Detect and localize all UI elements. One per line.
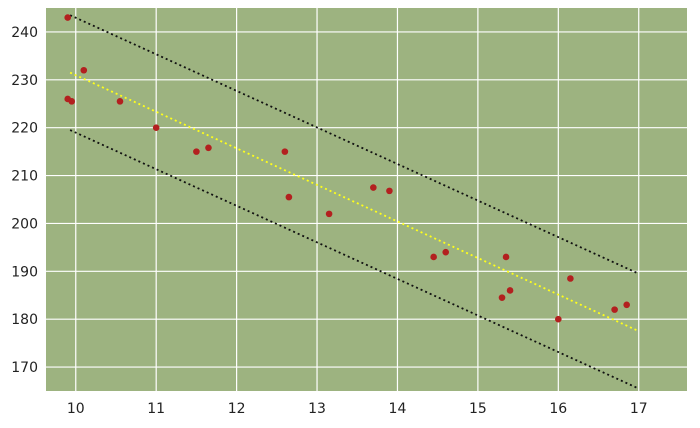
y-tick-label: 170 [11, 360, 38, 376]
upper-bound-line [69, 14, 640, 275]
y-tick-label: 230 [11, 73, 38, 89]
x-tick-label: 12 [228, 401, 246, 417]
plot-area [46, 8, 687, 391]
x-tick-label: 14 [389, 401, 407, 417]
data-point [325, 210, 333, 218]
x-tick-label: 15 [469, 401, 487, 417]
y-axis-ticks: 170 180 190 200 210 220 230 240 [11, 25, 38, 376]
fit-line [69, 71, 640, 332]
data-point [285, 193, 293, 201]
data-point [370, 184, 377, 191]
y-tick-label: 210 [11, 169, 38, 185]
data-point [442, 248, 450, 256]
data-point [506, 287, 514, 294]
data-point [430, 253, 437, 261]
data-point [193, 148, 200, 155]
x-axis-ticks: 10 11 12 13 14 15 16 17 [67, 401, 648, 417]
data-point [502, 253, 510, 261]
data-points [64, 14, 630, 323]
data-point [205, 144, 212, 152]
data-point [386, 187, 393, 195]
x-tick-label: 17 [630, 401, 648, 417]
x-tick-label: 11 [147, 401, 165, 417]
y-tick-label: 200 [11, 216, 38, 232]
data-point [623, 301, 630, 309]
data-point [555, 315, 562, 323]
regression-lines [69, 14, 640, 390]
data-point [281, 148, 289, 155]
x-tick-label: 16 [549, 401, 567, 417]
data-point [152, 124, 160, 131]
data-point [80, 66, 88, 74]
data-point [611, 306, 618, 313]
y-tick-label: 190 [11, 264, 38, 280]
data-point [64, 14, 72, 21]
y-tick-label: 240 [11, 25, 38, 41]
y-tick-label: 220 [11, 121, 38, 137]
x-tick-label: 13 [308, 401, 326, 417]
data-point [68, 98, 76, 105]
data-point [116, 98, 124, 105]
lower-bound-line [69, 129, 640, 390]
data-point [498, 294, 506, 301]
y-tick-label: 180 [11, 312, 38, 328]
grid [46, 8, 687, 391]
x-tick-label: 10 [67, 401, 85, 417]
data-point [567, 275, 574, 282]
